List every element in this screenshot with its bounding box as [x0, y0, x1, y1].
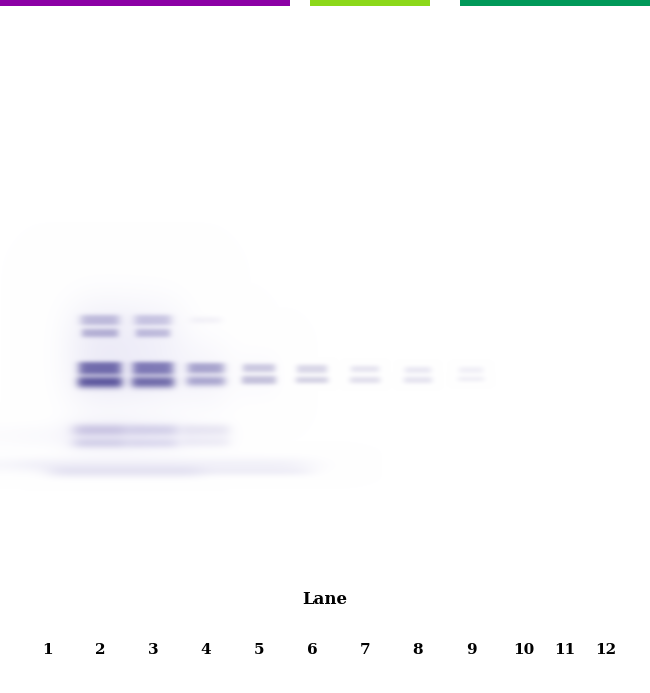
- Text: 7: 7: [359, 643, 370, 657]
- Text: 5: 5: [254, 643, 265, 657]
- Text: Lane: Lane: [302, 592, 348, 608]
- Text: 10: 10: [514, 643, 534, 657]
- Text: 11: 11: [554, 643, 576, 657]
- Text: 9: 9: [465, 643, 476, 657]
- Text: 1: 1: [42, 643, 52, 657]
- Text: 12: 12: [595, 643, 617, 657]
- Text: 3: 3: [148, 643, 159, 657]
- Text: 4: 4: [201, 643, 211, 657]
- Text: 2: 2: [95, 643, 105, 657]
- Text: 6: 6: [307, 643, 317, 657]
- Text: 8: 8: [413, 643, 423, 657]
